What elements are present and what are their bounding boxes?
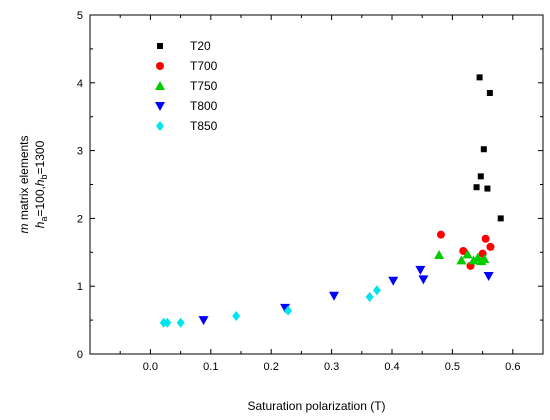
- x-tick-label: 0.1: [203, 361, 218, 373]
- y-tick-label: 5: [77, 10, 83, 22]
- data-point-t800: [198, 316, 209, 326]
- legend-label: T20: [190, 39, 211, 53]
- data-point-t20: [477, 173, 484, 180]
- y-axis-title-line1: m matrix elements: [17, 135, 31, 233]
- legend-marker-t20: [157, 43, 163, 49]
- x-tick-label: 0.5: [445, 361, 460, 373]
- data-point-t20: [484, 185, 491, 192]
- legend-marker-t850: [156, 121, 164, 131]
- data-points: [159, 74, 504, 328]
- data-point-t700: [486, 242, 495, 251]
- x-tick-label: 0.0: [143, 361, 158, 373]
- legend: T20 T700 T750 T800 T850: [155, 39, 218, 133]
- data-point-t750: [434, 250, 445, 260]
- data-point-t850: [163, 317, 172, 328]
- data-point-t850: [372, 285, 381, 296]
- data-point-t800: [280, 303, 291, 313]
- data-point-t850: [176, 317, 185, 328]
- legend-label: T850: [190, 119, 218, 133]
- y-tick-label: 1: [77, 281, 83, 293]
- data-point-t850: [232, 311, 241, 322]
- y-axis-title: m matrix elementsha=100,hb=1300: [17, 135, 49, 233]
- data-point-t20: [497, 215, 504, 222]
- legend-marker-t700: [156, 62, 164, 70]
- y-tick-label: 2: [77, 213, 83, 225]
- y-tick-label: 4: [77, 78, 83, 90]
- data-point-t700: [481, 234, 490, 243]
- data-point-t800: [483, 272, 494, 282]
- data-point-t750: [468, 255, 479, 265]
- legend-marker-t750: [155, 81, 165, 90]
- data-point-t20: [473, 184, 480, 191]
- x-tick-label: 0.4: [384, 361, 399, 373]
- y-tick-label: 3: [77, 146, 83, 158]
- x-axis-title: Saturation polarization (T): [247, 399, 385, 413]
- data-point-t20: [486, 89, 493, 96]
- data-point-t20: [480, 146, 487, 153]
- data-point-t850: [284, 305, 293, 316]
- legend-marker-t800: [155, 102, 165, 111]
- legend-label: T750: [190, 79, 218, 93]
- data-point-t800: [418, 275, 429, 285]
- data-point-t750: [479, 254, 490, 264]
- data-point-t750: [462, 249, 473, 259]
- data-point-t700: [459, 246, 468, 255]
- data-point-t800: [388, 276, 399, 286]
- legend-label: T800: [190, 99, 218, 113]
- x-tick-label: 0.3: [324, 361, 339, 373]
- x-tick-label: 0.2: [264, 361, 279, 373]
- y-axis-title-line2: ha=100,hb=1300: [33, 140, 49, 228]
- data-point-t700: [436, 230, 445, 239]
- data-point-t800: [415, 265, 426, 275]
- data-point-t850: [365, 292, 374, 303]
- data-point-t20: [476, 74, 483, 81]
- x-tick-label: 0.6: [505, 361, 520, 373]
- x-axis: 0.0 0.1 0.2 0.3 0.4 0.5 0.6: [119, 15, 520, 373]
- y-tick-label: 0: [77, 349, 83, 361]
- data-point-t750: [456, 255, 467, 265]
- data-point-t800: [329, 291, 340, 301]
- legend-label: T700: [190, 59, 218, 73]
- y-axis: 0 1 2 3 4 5: [77, 10, 543, 361]
